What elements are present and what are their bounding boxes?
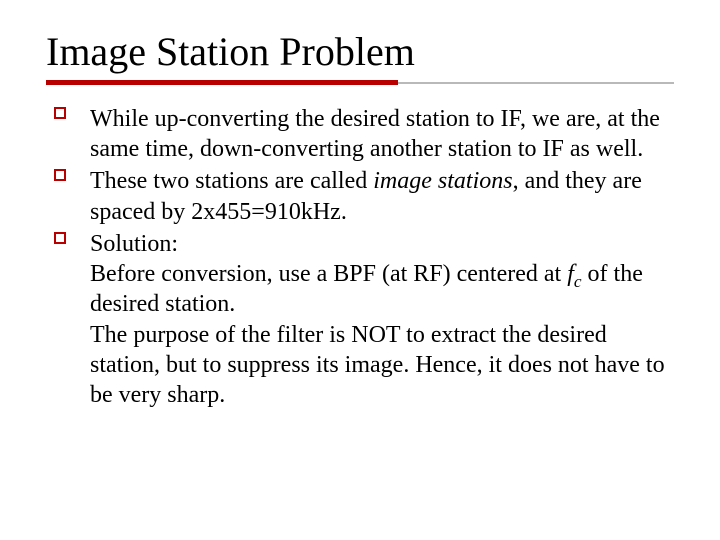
bullet-text-part: These two stations are called	[90, 168, 373, 194]
bullet-item: Solution: Before conversion, use a BPF (…	[52, 229, 674, 410]
bullet-list: While up-converting the desired station …	[52, 104, 674, 410]
bullet-item: While up-converting the desired station …	[52, 104, 674, 164]
square-bullet-icon	[54, 232, 66, 244]
title-underline	[46, 80, 674, 86]
slide-title: Image Station Problem	[46, 30, 674, 74]
bullet-emphasis: image stations	[373, 168, 512, 194]
title-block: Image Station Problem	[46, 30, 674, 86]
bullet-text-part: Solution:	[90, 231, 178, 257]
bullet-text: While up-converting the desired station …	[90, 106, 660, 162]
variable-subscript-c: c	[574, 272, 582, 291]
variable-f: f	[567, 261, 574, 287]
square-bullet-icon	[54, 107, 66, 119]
underline-red-segment	[46, 80, 398, 85]
bullet-text-part: The purpose of the filter is NOT to extr…	[90, 322, 665, 408]
square-bullet-icon	[54, 169, 66, 181]
bullet-item: These two stations are called image stat…	[52, 166, 674, 226]
bullet-text-part: Before conversion, use a BPF (at RF) cen…	[90, 261, 567, 287]
body-content: While up-converting the desired station …	[46, 104, 674, 410]
underline-gray-segment	[398, 82, 674, 84]
slide: Image Station Problem While up-convertin…	[0, 0, 720, 540]
